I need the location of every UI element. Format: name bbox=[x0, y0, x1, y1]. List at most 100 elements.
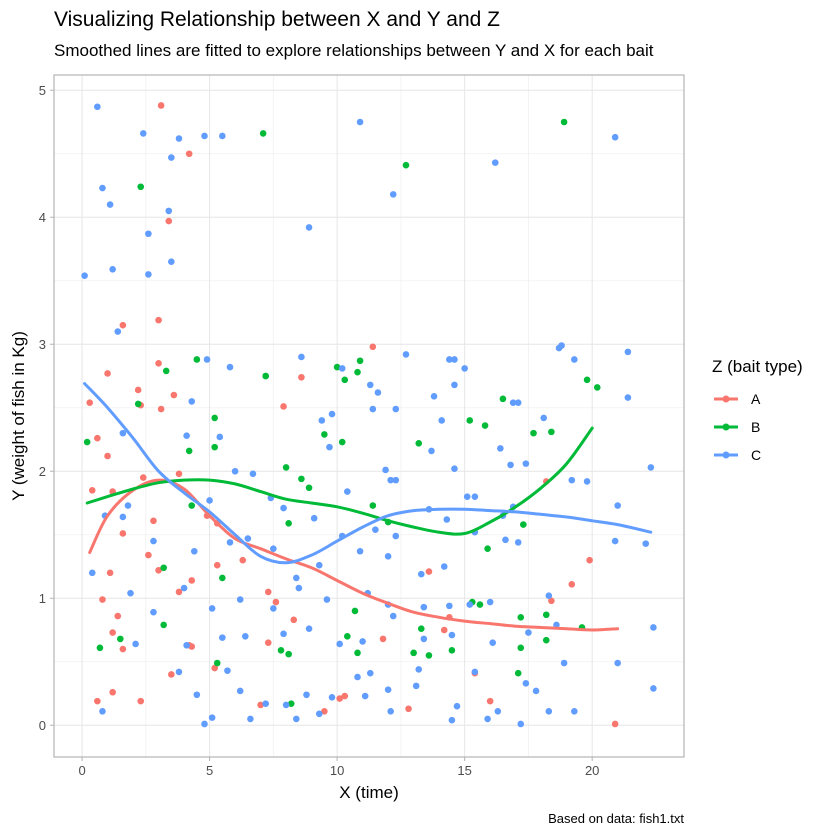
point-A bbox=[369, 343, 377, 351]
point-B bbox=[96, 644, 104, 652]
point-C bbox=[389, 612, 397, 620]
point-A bbox=[272, 598, 280, 606]
point-C bbox=[453, 702, 461, 710]
point-A bbox=[548, 597, 555, 605]
point-A bbox=[185, 150, 193, 158]
point-B bbox=[415, 440, 423, 447]
point-A bbox=[290, 616, 298, 624]
legend-key-point-A bbox=[722, 395, 730, 403]
point-C bbox=[88, 569, 96, 577]
y-axis-ticks: 0 1 2 3 4 5 bbox=[39, 83, 54, 733]
point-B bbox=[356, 357, 364, 365]
point-C bbox=[392, 476, 400, 484]
point-B bbox=[188, 502, 196, 509]
point-A bbox=[239, 556, 247, 564]
point-C bbox=[354, 673, 361, 681]
point-C bbox=[522, 460, 530, 467]
point-A bbox=[264, 639, 272, 646]
point-C bbox=[369, 405, 377, 413]
point-B bbox=[530, 429, 537, 437]
point-B bbox=[137, 183, 145, 191]
x-tick-label: 15 bbox=[457, 763, 471, 778]
point-B bbox=[341, 376, 349, 384]
point-A bbox=[405, 705, 412, 713]
point-C bbox=[446, 356, 453, 363]
point-C bbox=[236, 596, 244, 603]
point-C bbox=[611, 537, 619, 545]
point-C bbox=[571, 356, 578, 363]
point-A bbox=[211, 664, 218, 672]
point-A bbox=[611, 720, 619, 728]
point-C bbox=[430, 393, 438, 400]
point-C bbox=[514, 539, 522, 546]
point-A bbox=[106, 569, 114, 577]
point-C bbox=[417, 570, 425, 578]
point-C bbox=[366, 669, 374, 677]
point-A bbox=[86, 399, 94, 406]
point-B bbox=[481, 422, 489, 429]
point-B bbox=[425, 652, 433, 659]
point-B bbox=[162, 367, 170, 375]
point-B bbox=[484, 545, 491, 553]
point-C bbox=[509, 399, 517, 406]
point-C bbox=[119, 513, 127, 521]
point-C bbox=[298, 353, 305, 361]
point-C bbox=[507, 461, 514, 469]
point-C bbox=[208, 714, 216, 721]
point-C bbox=[183, 641, 190, 649]
point-C bbox=[226, 363, 234, 371]
point-B bbox=[277, 647, 285, 654]
x-axis-title: X (time) bbox=[339, 783, 399, 802]
point-C bbox=[145, 230, 152, 238]
y-tick-label: 0 bbox=[39, 718, 46, 733]
point-C bbox=[558, 342, 565, 349]
point-C bbox=[387, 707, 394, 715]
point-C bbox=[295, 584, 303, 592]
point-A bbox=[109, 629, 116, 636]
point-C bbox=[203, 356, 211, 363]
point-B bbox=[351, 607, 359, 615]
point-C bbox=[318, 417, 326, 424]
point-C bbox=[382, 466, 389, 474]
point-B bbox=[285, 650, 292, 658]
point-C bbox=[201, 720, 208, 728]
point-C bbox=[517, 720, 525, 728]
chart-subtitle: Smoothed lines are fitted to explore rel… bbox=[54, 41, 654, 60]
point-A bbox=[175, 588, 183, 596]
point-A bbox=[175, 470, 183, 478]
point-C bbox=[461, 365, 468, 372]
point-C bbox=[270, 545, 277, 553]
point-C bbox=[168, 258, 175, 265]
point-C bbox=[262, 700, 270, 707]
point-B bbox=[476, 601, 484, 608]
point-A bbox=[94, 434, 101, 442]
point-C bbox=[249, 470, 257, 478]
point-C bbox=[315, 710, 323, 718]
point-C bbox=[236, 687, 244, 695]
point-B bbox=[542, 611, 550, 619]
point-C bbox=[463, 493, 471, 500]
point-A bbox=[119, 645, 127, 653]
point-B bbox=[417, 625, 425, 633]
point-B bbox=[338, 438, 346, 446]
point-B bbox=[517, 644, 525, 652]
point-B bbox=[499, 395, 507, 403]
point-C bbox=[491, 159, 499, 166]
point-C bbox=[226, 539, 234, 546]
point-B bbox=[402, 161, 410, 169]
point-A bbox=[137, 697, 145, 705]
point-C bbox=[293, 715, 300, 723]
point-A bbox=[213, 561, 221, 569]
point-C bbox=[216, 433, 224, 441]
point-C bbox=[532, 687, 540, 695]
point-C bbox=[219, 634, 226, 641]
point-C bbox=[150, 608, 157, 616]
point-C bbox=[188, 398, 196, 405]
point-A bbox=[336, 695, 343, 702]
x-tick-label: 5 bbox=[206, 763, 213, 778]
legend-label-A: A bbox=[751, 391, 761, 407]
point-C bbox=[175, 668, 183, 676]
point-A bbox=[170, 391, 178, 399]
point-C bbox=[614, 502, 621, 509]
point-C bbox=[145, 271, 152, 278]
